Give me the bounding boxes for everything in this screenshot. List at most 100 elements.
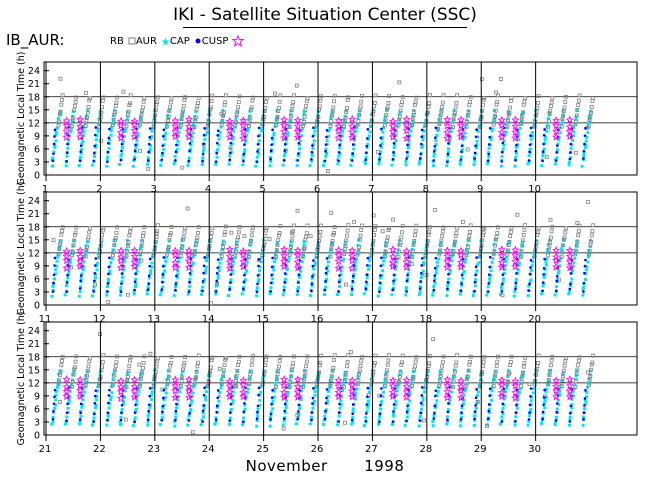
cap-point [214, 416, 218, 420]
cusp-point [500, 160, 504, 163]
cap-point [286, 390, 290, 394]
day-label: 9 [477, 184, 483, 195]
aur-point [548, 217, 553, 222]
cusp-point [106, 411, 110, 414]
cap-point [491, 257, 495, 261]
legend-item-star [230, 35, 245, 47]
cap-point [174, 411, 178, 415]
aur-point [427, 361, 432, 366]
cap-point [255, 286, 259, 290]
aur-point [180, 112, 185, 117]
star-point [130, 132, 139, 141]
cap-point [91, 163, 95, 167]
star-point [565, 246, 574, 255]
aur-point [251, 225, 256, 230]
cusp-point [542, 273, 545, 276]
cap-point [531, 260, 535, 264]
cap-point [486, 162, 490, 166]
cap-point [439, 108, 443, 112]
cap-point [424, 118, 428, 122]
cap-point [365, 409, 369, 413]
cap-point [275, 375, 279, 379]
aur-point [383, 254, 387, 259]
cap-point [54, 268, 58, 272]
cap-point [491, 121, 495, 125]
aur-point [373, 353, 378, 358]
aur-point [398, 240, 403, 245]
cap-point [67, 272, 71, 276]
cap-point [310, 284, 314, 288]
cap-point [435, 133, 439, 137]
cap-point [70, 115, 74, 119]
cusp-point [120, 403, 124, 407]
aur-point [410, 249, 415, 253]
cap-point [201, 281, 205, 285]
cap-point [295, 293, 299, 297]
cap-point [268, 415, 272, 419]
cap-point [341, 259, 345, 263]
aur-point [126, 109, 131, 114]
cap-point [287, 259, 291, 263]
cusp-point [201, 409, 205, 413]
cap-point [220, 383, 224, 387]
cap-point [203, 271, 207, 275]
cap-point [474, 272, 478, 276]
aur-point [536, 226, 541, 231]
aur-point [331, 105, 336, 110]
aur-point [466, 245, 470, 250]
cusp-point [337, 420, 340, 423]
cap-point [312, 133, 316, 137]
aur-point [58, 400, 62, 404]
cusp-point [488, 126, 492, 130]
aur-point [428, 225, 432, 230]
aur-point [168, 231, 173, 235]
aur-point [439, 368, 444, 373]
cap-point [313, 263, 317, 267]
cusp-point [418, 419, 422, 422]
cap-point [354, 397, 358, 401]
cap-point [259, 129, 263, 133]
aur-point [414, 355, 419, 360]
cap-point [459, 424, 463, 428]
star-point [62, 116, 71, 125]
cusp-point [297, 281, 300, 284]
cap-point [51, 420, 55, 424]
cusp-point [583, 397, 587, 400]
cusp-point [229, 141, 233, 145]
cap-point [124, 385, 128, 389]
cap-point [200, 292, 204, 296]
cap-point [248, 243, 252, 247]
aur-point [233, 253, 238, 258]
cap-point [410, 378, 414, 382]
cap-point [242, 285, 246, 289]
cap-point [526, 423, 530, 427]
aur-point [409, 261, 414, 266]
cap-point [296, 154, 300, 158]
star-point [171, 258, 180, 267]
aur-point [482, 355, 487, 360]
cap-point [124, 252, 128, 256]
cap-point [257, 277, 261, 281]
cap-point [340, 395, 344, 399]
aur-point [342, 252, 347, 256]
star-point [456, 262, 466, 271]
cusp-point [79, 150, 83, 154]
cap-point [241, 416, 245, 420]
star-point [552, 127, 561, 136]
cap-point [351, 407, 355, 411]
cap-point [379, 407, 383, 411]
aur-point [451, 249, 456, 254]
cap-point [488, 277, 492, 281]
star-point [239, 376, 248, 385]
aur-point [111, 123, 115, 128]
aur-point [183, 355, 188, 359]
day-label: 2 [96, 184, 102, 195]
aur-point [574, 243, 579, 248]
aur-point [426, 104, 431, 109]
cap-point [83, 385, 87, 389]
cap-point [502, 397, 506, 401]
cap-point [205, 259, 209, 263]
cap-point [188, 277, 192, 281]
star-point [76, 386, 85, 395]
cap-point [463, 135, 467, 139]
